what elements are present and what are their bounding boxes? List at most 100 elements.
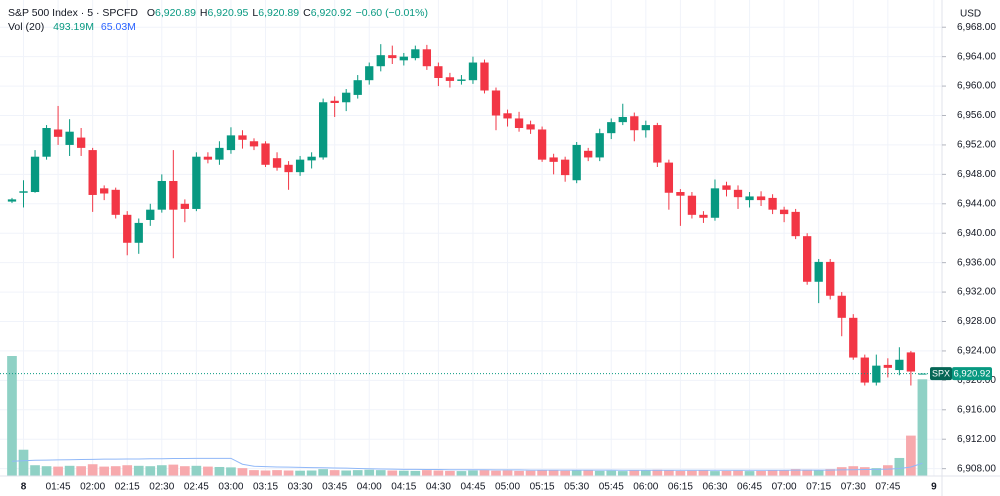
volume-bar (548, 470, 559, 476)
candle-body (238, 135, 247, 140)
candle-body (607, 122, 616, 134)
volume-bar (180, 466, 190, 476)
volume-bar (767, 470, 778, 476)
candle-body (376, 55, 385, 67)
candle-body (526, 124, 535, 130)
volume-bar (87, 464, 98, 476)
volume-bar (64, 465, 75, 476)
x-tick-label: 06:15 (668, 482, 693, 493)
candle-body (860, 357, 869, 383)
candle-body (514, 118, 524, 129)
ohlc-key: O (147, 7, 155, 19)
x-tick-label: 04:00 (357, 482, 382, 493)
chart-title: S&P 500 Index · 5 · SPCFD (8, 7, 138, 19)
volume-bar (133, 465, 144, 476)
candle-body (422, 49, 432, 67)
volume-bar (145, 466, 156, 476)
candle-body (756, 196, 766, 201)
volume-bar (306, 470, 317, 476)
candles (7, 44, 927, 386)
volume-value: 493.19M (53, 21, 94, 33)
candle-body (779, 209, 789, 215)
candle-body (399, 56, 408, 61)
volume-bar (479, 470, 490, 476)
x-tick-label: 05:00 (495, 482, 520, 493)
volume-title: Vol (20) (8, 21, 44, 33)
x-tick-label: 03:45 (322, 482, 347, 493)
volume-bar (110, 466, 121, 476)
volume-bar (7, 356, 17, 476)
volume-bar (687, 470, 697, 476)
candle-body (641, 125, 650, 131)
change: −0.60 (−0.01%) (356, 7, 428, 19)
y-tick-label: 6,948.00 (957, 169, 996, 180)
candle-body (365, 66, 374, 81)
volume-bar (790, 469, 801, 476)
x-tick-label: 07:30 (841, 482, 866, 493)
candle-body (169, 180, 178, 210)
candle-body (192, 156, 201, 209)
x-tick-label: 03:00 (218, 482, 243, 493)
candle-body (445, 77, 455, 81)
candle-body (480, 62, 489, 91)
candle-body (768, 197, 777, 210)
volume-bar (318, 469, 328, 476)
volume-bar (882, 465, 893, 476)
y-tick-label: 6,968.00 (957, 22, 996, 33)
candle-body (630, 116, 639, 131)
volume-bar (422, 470, 432, 476)
volume-bar (836, 467, 847, 476)
volume-bar (329, 470, 340, 476)
candle-body (699, 214, 708, 218)
y-tick-label: 6,920.00 (957, 375, 996, 386)
x-tick-label: 04:15 (391, 482, 416, 493)
volume-bar (375, 470, 386, 476)
volume-bar (260, 470, 271, 476)
volume-bar (122, 465, 133, 476)
volume-bar (433, 470, 444, 476)
y-tick-label: 6,912.00 (957, 434, 996, 445)
volume-bar (387, 470, 398, 476)
candle-body (272, 158, 282, 168)
volume-bar (571, 470, 582, 476)
volume-bar (295, 470, 305, 476)
volume-bar (583, 470, 594, 476)
candle-body (30, 156, 40, 193)
volume-bar (802, 469, 813, 476)
symbol-badge (930, 367, 952, 381)
x-tick-label: 07:15 (806, 482, 831, 493)
grid (0, 0, 942, 476)
volume-bar (41, 466, 52, 476)
x-tick-label: 05:30 (564, 482, 589, 493)
candle-body (457, 79, 466, 81)
last-price-label: 6,920.92 (954, 369, 991, 380)
volume-bar (203, 466, 213, 476)
x-tick-label: 9 (931, 482, 937, 493)
candle-body (664, 162, 674, 193)
volume-header: Vol (20) 493.19M 65.03M (8, 21, 136, 33)
volume-bar (756, 470, 766, 476)
volume-bar (352, 470, 363, 476)
y-tick-label: 6,932.00 (957, 287, 996, 298)
candle-body (710, 188, 720, 218)
candle-body (906, 352, 916, 372)
candle-body (226, 135, 236, 151)
candle-body (295, 159, 305, 173)
candle-body (353, 80, 362, 95)
candle-body (411, 49, 420, 59)
candle-body (595, 133, 604, 158)
candle-body (676, 192, 685, 196)
volume-bar (191, 465, 202, 476)
volume-bar (825, 469, 836, 476)
volume-bar (410, 470, 421, 476)
candle-body (88, 150, 97, 195)
volume-bar (537, 470, 547, 476)
candle-body (146, 209, 155, 220)
candle-body (745, 196, 754, 201)
candle-body (918, 373, 927, 375)
candle-body (491, 90, 501, 116)
candle-body (111, 189, 120, 215)
volume-bar (744, 471, 755, 476)
y-tick-label: 6,944.00 (957, 198, 996, 209)
volume-bar (491, 470, 501, 476)
